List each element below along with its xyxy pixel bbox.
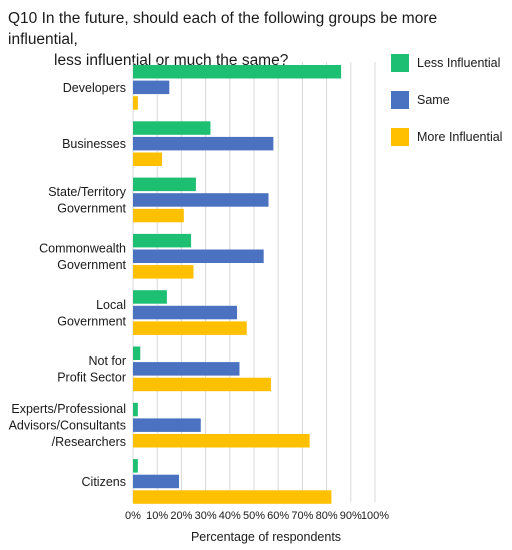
bar-less-influential [133,290,167,304]
bar-same [133,305,238,320]
x-tick-label: 30% [195,510,217,522]
x-tick-label: 90% [340,510,362,522]
bar-less-influential [133,402,138,417]
x-tick-labels: 0% 10% 20% 30% 40% 50% 60% 70% 80% 90% 100% [125,510,389,522]
bar-more-influential [133,321,247,335]
bar-same [133,362,240,376]
x-tick-label: 60% [267,510,289,522]
bar-less-influential [133,459,138,473]
bar-same [133,474,179,489]
bar-more-influential [133,377,271,392]
gridlines [132,62,376,502]
category-labels: Developers Businesses State/Territory Gover… [9,81,127,489]
category-label: Government [57,258,126,272]
category-label: Government [57,202,126,216]
legend-label: More Influential [417,130,502,144]
bar-more-influential [133,208,184,223]
category-label: /Researchers [52,435,126,449]
x-tick-label: 40% [219,510,241,522]
legend-label: Same [417,93,450,107]
x-tick-label: 50% [243,510,265,522]
bar-more-influential [133,152,163,166]
legend-label: Less Influential [417,56,500,70]
category-label: Experts/Professional [11,402,126,416]
category-label: Developers [63,81,126,95]
category-label: Not for [88,354,126,368]
x-tick-label: 20% [170,510,192,522]
category-label: Profit Sector [57,371,126,385]
bar-same [133,249,264,263]
bar-less-influential [133,177,196,192]
x-tick-label: 100% [361,510,389,522]
category-label: Commonwealth [39,242,126,256]
bar-less-influential [133,121,211,135]
bar-less-influential [133,346,141,360]
legend-swatch [391,54,409,72]
bar-same [133,136,274,151]
category-label: Government [57,314,126,328]
category-label: Citizens [82,475,126,489]
bar-same [133,193,269,207]
x-tick-label: 10% [146,510,168,522]
x-tick-label: 80% [316,510,338,522]
category-label: Advisors/Consultants [9,419,126,433]
bar-same [133,80,170,95]
bar-more-influential [133,265,194,279]
category-label: Businesses [62,137,126,151]
legend-swatch [391,128,409,146]
legend-swatch [391,91,409,109]
bar-same [133,418,201,432]
legend: Less Influential Same More Influential [391,54,502,146]
bar-less-influential [133,233,192,248]
bar-more-influential [133,490,332,504]
x-tick-label: 0% [125,510,141,522]
category-label: Local [96,298,126,312]
chart-title: Q10 In the future, should each of the fo… [8,8,498,71]
bars [133,65,342,504]
chart-title-line-1: Q10 In the future, should each of the fo… [8,10,438,48]
bar-more-influential [133,96,138,110]
category-label: State/Territory [48,185,127,199]
bar-more-influential [133,434,310,448]
x-tick-label: 70% [291,510,313,522]
bar-less-influential [133,65,342,79]
x-axis-title: Percentage of respondents [191,530,341,544]
